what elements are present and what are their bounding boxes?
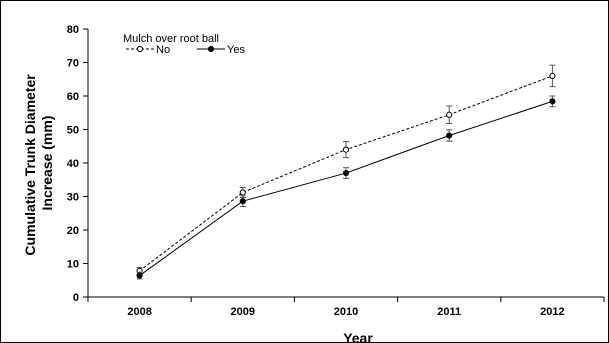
y-tick-label: 60 bbox=[67, 91, 79, 103]
data-point bbox=[239, 198, 246, 205]
legend-item-no: No bbox=[126, 44, 170, 56]
y-tick-label: 30 bbox=[67, 192, 79, 204]
series-no bbox=[136, 64, 556, 275]
series-line-yes bbox=[139, 100, 553, 276]
legend-label: No bbox=[156, 44, 170, 56]
x-tick-label: 2010 bbox=[334, 306, 358, 318]
data-point bbox=[342, 169, 350, 177]
data-point bbox=[549, 98, 556, 105]
y-axis-title-line-1: Cumulative Trunk Diameter bbox=[22, 74, 38, 256]
data-point bbox=[549, 72, 556, 80]
data-point bbox=[239, 189, 246, 196]
y-tick-label: 50 bbox=[67, 125, 79, 137]
legend-marker bbox=[207, 45, 215, 53]
data-point bbox=[342, 146, 350, 153]
y-axis-title-line-2: Increase (mm) bbox=[39, 116, 55, 211]
x-tick-label: 2008 bbox=[127, 306, 151, 318]
legend-label: Yes bbox=[227, 44, 245, 56]
y-axis-title: Cumulative Trunk Diameter Increase (mm) bbox=[22, 70, 55, 255]
data-point bbox=[446, 132, 453, 139]
series-yes bbox=[136, 95, 556, 280]
legend: Mulch over root ball No Yes bbox=[123, 33, 245, 56]
x-axis-title: Year bbox=[343, 330, 373, 342]
legend-title: Mulch over root ball bbox=[123, 33, 219, 45]
y-tick-label: 70 bbox=[67, 58, 79, 70]
x-tick-label: 2009 bbox=[231, 306, 255, 318]
y-tick-label: 80 bbox=[67, 24, 79, 36]
legend-item-yes: Yes bbox=[197, 44, 245, 56]
y-tick-label: 20 bbox=[67, 225, 79, 237]
y-tick-label: 10 bbox=[67, 259, 79, 271]
data-point bbox=[446, 111, 453, 118]
y-tick-label: 0 bbox=[73, 292, 79, 304]
x-tick-label: 2012 bbox=[540, 306, 564, 318]
data-point bbox=[136, 272, 143, 279]
y-tick-label: 40 bbox=[67, 158, 79, 170]
x-tick-label: 2011 bbox=[437, 306, 461, 318]
legend-marker bbox=[136, 45, 144, 53]
